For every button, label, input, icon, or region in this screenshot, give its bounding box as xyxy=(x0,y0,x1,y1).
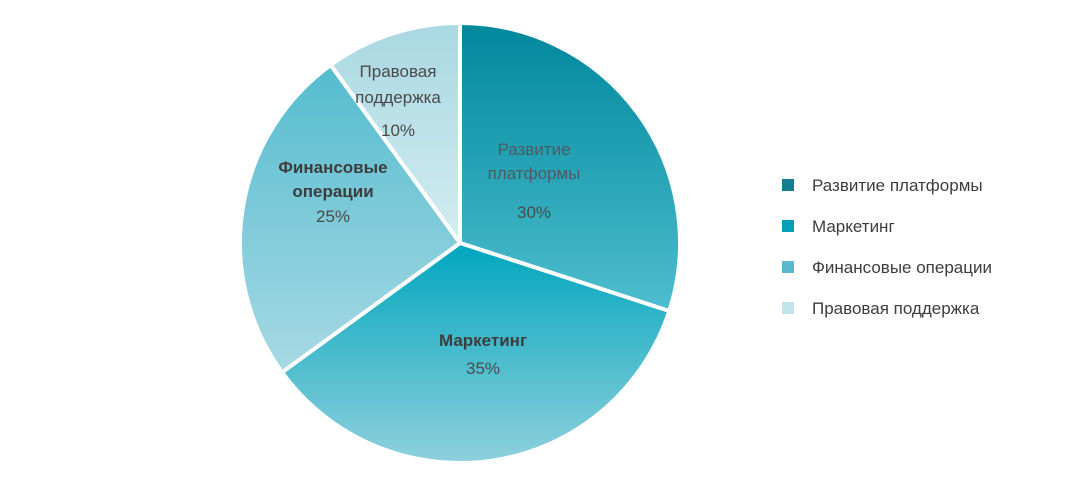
slice-label-4-line-2: поддержка xyxy=(355,88,441,107)
slice-label-3-line-1: Финансовые xyxy=(278,158,387,177)
slice-label-2-line-1: Маркетинг xyxy=(439,331,527,350)
legend-label-2: Маркетинг xyxy=(812,217,895,236)
slice-percent-4: 10% xyxy=(381,121,415,140)
pie-slice-4 xyxy=(328,21,462,245)
legend-swatch-4 xyxy=(782,302,794,314)
slice-label-1-line-2: платформы xyxy=(488,164,581,183)
slice-label-4-line-1: Правовая xyxy=(360,62,437,81)
slice-percent-1: 30% xyxy=(517,203,551,222)
pie-slice-3 xyxy=(238,63,462,375)
legend-label-4: Правовая поддержка xyxy=(812,299,980,318)
pie-slice-1 xyxy=(458,21,682,313)
pie-slice-2 xyxy=(280,241,672,465)
slice-label-3-line-2: операции xyxy=(292,182,373,201)
legend-swatch-1 xyxy=(782,179,794,191)
slice-percent-3: 25% xyxy=(316,207,350,226)
legend-label-1: Развитие платформы xyxy=(812,176,983,195)
slice-label-1-line-1: Развитие xyxy=(497,140,570,159)
legend-label-3: Финансовые операции xyxy=(812,258,992,277)
pie-labels: Развитие платформы 30% Маркетинг 35% Финансов… xyxy=(278,62,580,378)
legend-swatch-2 xyxy=(782,220,794,232)
slice-percent-2: 35% xyxy=(466,359,500,378)
pie-slices xyxy=(238,21,682,465)
legend-swatch-3 xyxy=(782,261,794,273)
legend: Развитие платформы Маркетинг Финансовые оп… xyxy=(782,176,992,318)
